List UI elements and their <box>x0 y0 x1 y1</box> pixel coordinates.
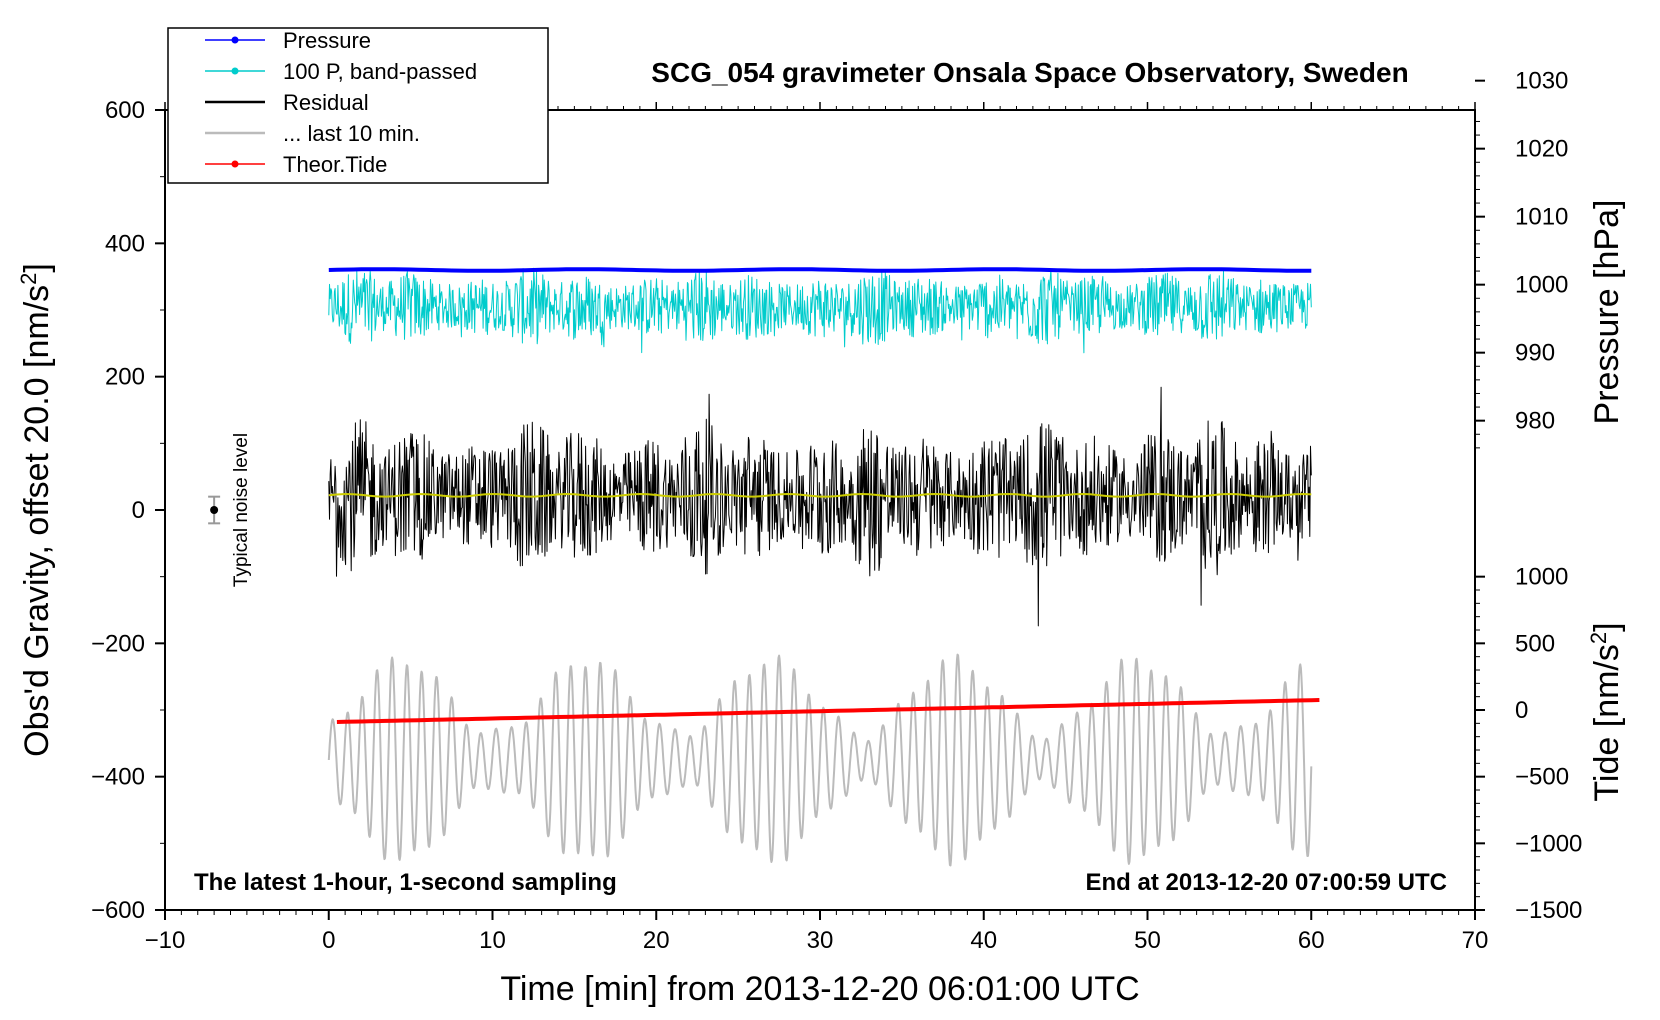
tide-tick-label: −1000 <box>1515 830 1582 857</box>
y-axis-title-pressure: Pressure [hPa] <box>1588 200 1626 425</box>
x-tick-label: 60 <box>1298 927 1325 954</box>
legend-label: Theor.Tide <box>283 152 387 177</box>
legend-marker <box>231 67 239 75</box>
y-axis-title-left: Obs'd Gravity, offset 20.0 [nm/s2] <box>16 263 56 757</box>
legend-box <box>167 27 549 184</box>
y-axis-title-tide: Tide [nm/s2] <box>1586 622 1626 801</box>
y-axis-title-tide-end: ] <box>1588 622 1626 631</box>
annotation-end-time: End at 2013-12-20 07:00:59 UTC <box>1086 869 1448 896</box>
series-layer <box>327 267 1320 867</box>
noise-label: Typical noise level <box>231 433 252 587</box>
chart-title: SCG_054 gravimeter Onsala Space Observat… <box>651 57 1408 88</box>
x-tick-label: 20 <box>643 927 670 954</box>
x-tick-label: 50 <box>1134 927 1161 954</box>
series-line-theor-tide <box>336 698 1320 724</box>
annotation-sampling: The latest 1-hour, 1-second sampling <box>194 869 617 896</box>
tide-tick-label: −1500 <box>1515 897 1582 924</box>
ticks-layer: −10 0 10 20 30 40 50 60 70−600−400−2000200400600… <box>91 68 1582 954</box>
x-tick-label: 0 <box>322 927 335 954</box>
pressure-tick-label: 1020 <box>1515 136 1568 163</box>
tide-tick-label: 1000 <box>1515 564 1568 591</box>
legend-label: Pressure <box>283 28 371 53</box>
pressure-tick-label: 1010 <box>1515 204 1568 231</box>
y-axis-title-left-sup: 2 <box>16 273 41 285</box>
legend-marker <box>231 160 239 168</box>
y-axis-title-left-end: ] <box>18 263 56 272</box>
y-tick-label: 200 <box>105 364 145 391</box>
noise-marker <box>208 495 221 525</box>
series-line-residual <box>328 386 1312 627</box>
pressure-tick-label: 1000 <box>1515 272 1568 299</box>
x-tick-label: 70 <box>1462 927 1489 954</box>
y-tick-label: −400 <box>91 764 145 791</box>
y-axis-title-left-main: Obs'd Gravity, offset 20.0 [nm/s <box>18 285 56 757</box>
y-axis-title-tide-main: Tide [nm/s <box>1588 644 1626 801</box>
pressure-tick-label: 1030 <box>1515 68 1568 95</box>
legend-label: ... last 10 min. <box>283 121 420 146</box>
y-tick-label: −200 <box>91 630 145 657</box>
series-line-100-p-band-passed <box>328 267 1312 354</box>
pressure-tick-label: 980 <box>1515 408 1555 435</box>
series-line-last-10-min <box>327 653 1313 867</box>
legend: Pressure 100 P, band-passed Residual ... la… <box>167 27 549 184</box>
legend-marker <box>231 36 239 44</box>
x-tick-label: −10 <box>145 927 186 954</box>
tide-tick-label: 0 <box>1515 697 1528 724</box>
tide-tick-label: −500 <box>1515 764 1569 791</box>
y-tick-label: −600 <box>91 897 145 924</box>
y-axis-title-tide-sup: 2 <box>1586 632 1611 644</box>
series-line-pressure <box>328 267 1312 273</box>
y-tick-label: 600 <box>105 97 145 124</box>
x-tick-label: 40 <box>970 927 997 954</box>
x-tick-label: 30 <box>807 927 834 954</box>
series-line-residual-smoothed <box>328 493 1312 498</box>
y-tick-label: 400 <box>105 230 145 257</box>
legend-label: Residual <box>283 90 369 115</box>
legend-label: 100 P, band-passed <box>283 59 477 84</box>
noise-point <box>210 506 219 514</box>
x-tick-label: 10 <box>479 927 506 954</box>
pressure-tick-label: 990 <box>1515 340 1555 367</box>
x-axis-title: Time [min] from 2013-12-20 06:01:00 UTC <box>500 970 1139 1008</box>
y-tick-label: 0 <box>132 497 145 524</box>
tide-tick-label: 500 <box>1515 630 1555 657</box>
